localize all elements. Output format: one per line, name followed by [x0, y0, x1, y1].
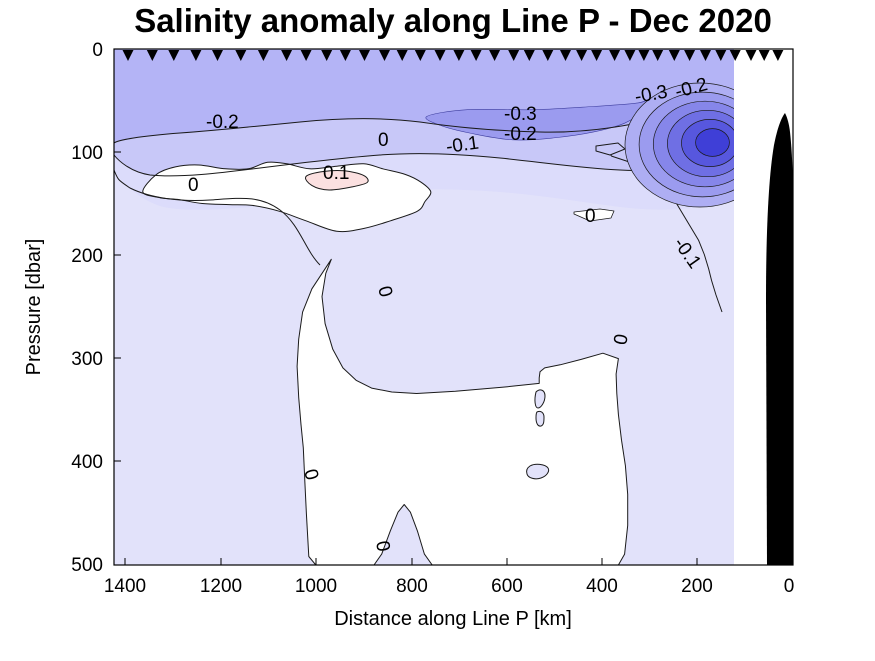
svg-text:0: 0: [188, 175, 199, 196]
svg-text:0: 0: [378, 130, 389, 151]
svg-text:1200: 1200: [200, 576, 242, 597]
svg-text:Distance along Line P [km]: Distance along Line P [km]: [334, 608, 572, 630]
svg-text:300: 300: [71, 349, 103, 370]
svg-text:-0.2: -0.2: [206, 112, 239, 133]
svg-text:600: 600: [491, 576, 523, 597]
svg-text:1400: 1400: [104, 576, 146, 597]
svg-text:400: 400: [586, 576, 618, 597]
svg-text:-0.2: -0.2: [504, 124, 537, 145]
svg-text:-0.3: -0.3: [504, 104, 537, 125]
svg-text:0: 0: [585, 206, 596, 227]
svg-text:0.1: 0.1: [323, 163, 349, 184]
svg-text:500: 500: [71, 555, 103, 576]
svg-text:Pressure [dbar]: Pressure [dbar]: [23, 239, 45, 376]
svg-text:400: 400: [71, 452, 103, 473]
svg-text:200: 200: [681, 576, 713, 597]
svg-text:1000: 1000: [295, 576, 337, 597]
svg-text:800: 800: [396, 576, 428, 597]
svg-text:200: 200: [71, 246, 103, 267]
svg-text:100: 100: [71, 143, 103, 164]
svg-text:0: 0: [92, 40, 103, 61]
svg-text:0: 0: [784, 576, 795, 597]
svg-text:Salinity anomaly along Line P: Salinity anomaly along Line P - Dec 2020: [134, 2, 772, 39]
